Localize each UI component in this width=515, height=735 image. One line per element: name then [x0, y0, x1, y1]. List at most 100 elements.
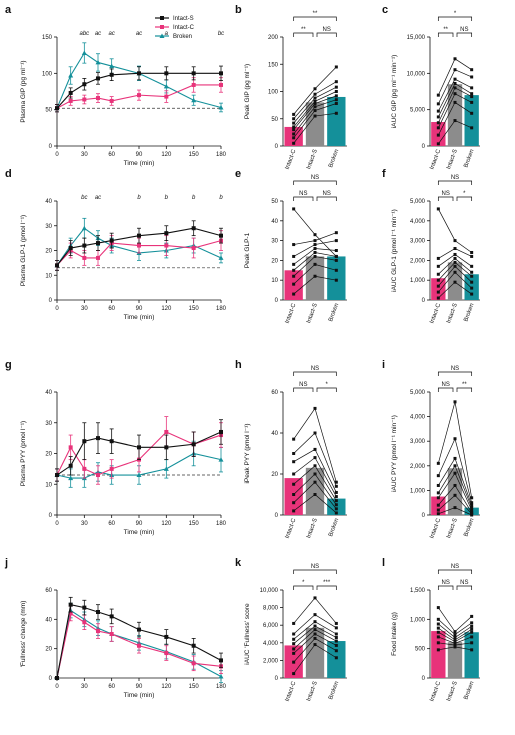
x-tick-label: 90	[136, 152, 143, 158]
data-point	[68, 98, 73, 103]
x-tick-label: Intact-C	[285, 302, 298, 324]
subject-point	[453, 57, 457, 61]
x-tick-label: 120	[161, 684, 172, 690]
subject-point	[334, 643, 338, 647]
data-point	[109, 63, 115, 69]
x-tick-label: 90	[136, 684, 143, 690]
bar-intact-s	[447, 468, 463, 515]
subject-point	[292, 112, 296, 116]
significance-label: NS	[441, 382, 449, 388]
bar-broken	[327, 96, 346, 146]
data-point	[96, 241, 100, 246]
subject-point	[334, 239, 338, 243]
subject-point	[453, 456, 457, 460]
significance-label: NS	[441, 580, 449, 586]
y-tick-label: 20	[45, 249, 52, 255]
subject-point	[453, 464, 457, 468]
x-tick-label: Intact-C	[285, 148, 298, 170]
y-tick-label: 5,000	[410, 108, 426, 114]
subject-point	[470, 501, 474, 505]
legend-label: Intact-S	[173, 16, 194, 22]
x-tick-label: 180	[216, 521, 227, 527]
data-point	[109, 98, 114, 103]
significance-bracket	[456, 585, 473, 590]
x-tick-label: Broken	[463, 303, 475, 323]
panel-letter: h	[235, 359, 242, 371]
subject-point	[436, 296, 440, 300]
data-point	[218, 457, 224, 462]
subject-point	[470, 508, 474, 512]
data-point	[137, 93, 141, 98]
subject-point	[292, 472, 296, 476]
subject-point	[292, 660, 296, 664]
bar-intact-s	[305, 256, 325, 300]
y-tick-label: 2,000	[263, 658, 279, 664]
subject-point	[334, 268, 338, 272]
y-tick-label: 0	[275, 676, 279, 682]
x-tick-label: Broken	[463, 149, 475, 169]
legend-marker	[160, 25, 164, 29]
bar-broken	[327, 641, 346, 678]
subject-point	[453, 256, 457, 260]
subject-point	[292, 637, 296, 641]
subject-point	[334, 249, 338, 252]
subject-point	[453, 506, 457, 510]
x-tick-label: Intact-C	[429, 517, 442, 539]
x-tick-label: Intact-S	[306, 149, 319, 170]
y-tick-label: 8,000	[263, 606, 279, 612]
data-point	[55, 473, 59, 478]
subject-point	[470, 126, 474, 130]
bar-broken	[464, 632, 479, 678]
significance-bracket	[293, 180, 337, 185]
subject-point	[470, 641, 474, 645]
y-tick-label: 6,000	[263, 623, 279, 629]
subject-point	[436, 606, 440, 610]
y-tick-label: 10	[45, 482, 52, 488]
subject-point	[436, 278, 440, 282]
significance-label: *	[325, 382, 328, 388]
y-axis-label: iAUC GLP-1 (pmol l⁻¹ min⁻¹)	[391, 209, 398, 292]
significance-bracket	[293, 387, 314, 392]
subject-point	[292, 121, 296, 125]
subject-point	[313, 101, 317, 105]
y-tick-label: 0	[275, 298, 279, 304]
data-point	[95, 59, 101, 65]
panel-letter: k	[235, 557, 242, 569]
subject-point	[313, 406, 317, 410]
subject-point	[292, 437, 296, 441]
subject-point	[453, 252, 457, 256]
subject-point	[470, 86, 474, 90]
y-axis-label: 'Fullness' change (mm)	[20, 601, 27, 668]
data-point	[68, 90, 73, 95]
subject-point	[470, 635, 474, 639]
y-tick-label: 40	[45, 390, 52, 396]
y-axis-label: iAUC GIP (pg ml⁻¹ min⁻¹)	[391, 55, 398, 129]
y-axis-label: Plasma GIP (pg ml⁻¹)	[20, 60, 27, 122]
subject-point	[334, 254, 338, 258]
subject-point	[453, 86, 457, 90]
subject-point	[470, 95, 474, 99]
x-tick-label: 30	[81, 684, 88, 690]
bar-intact-s	[305, 467, 325, 515]
y-tick-label: 4,000	[263, 641, 279, 647]
significance-bracket	[437, 16, 473, 21]
panel-letter: a	[5, 4, 12, 16]
subject-point	[436, 641, 440, 645]
panel-b: b 0 50 100 150 200 Peak GIP (pg ml⁻¹) Intact-C I…	[235, 4, 347, 170]
subject-point	[470, 264, 474, 268]
subject-point	[453, 264, 457, 268]
bar-intact-s	[305, 102, 325, 146]
data-point	[96, 436, 100, 441]
y-axis-label: iAUC PYY (pmol l⁻¹ min⁻¹)	[391, 415, 398, 492]
subject-point	[436, 93, 440, 97]
x-tick-label: Intact-C	[285, 517, 298, 539]
data-point	[137, 71, 141, 76]
significance-annotation: ac	[136, 31, 142, 37]
subject-point	[292, 501, 296, 505]
subject-point	[453, 630, 457, 634]
data-point	[218, 104, 224, 110]
subject-point	[334, 490, 338, 494]
subject-point	[313, 636, 317, 640]
x-tick-label: Broken	[328, 303, 340, 323]
x-tick-label: Intact-S	[306, 518, 319, 539]
